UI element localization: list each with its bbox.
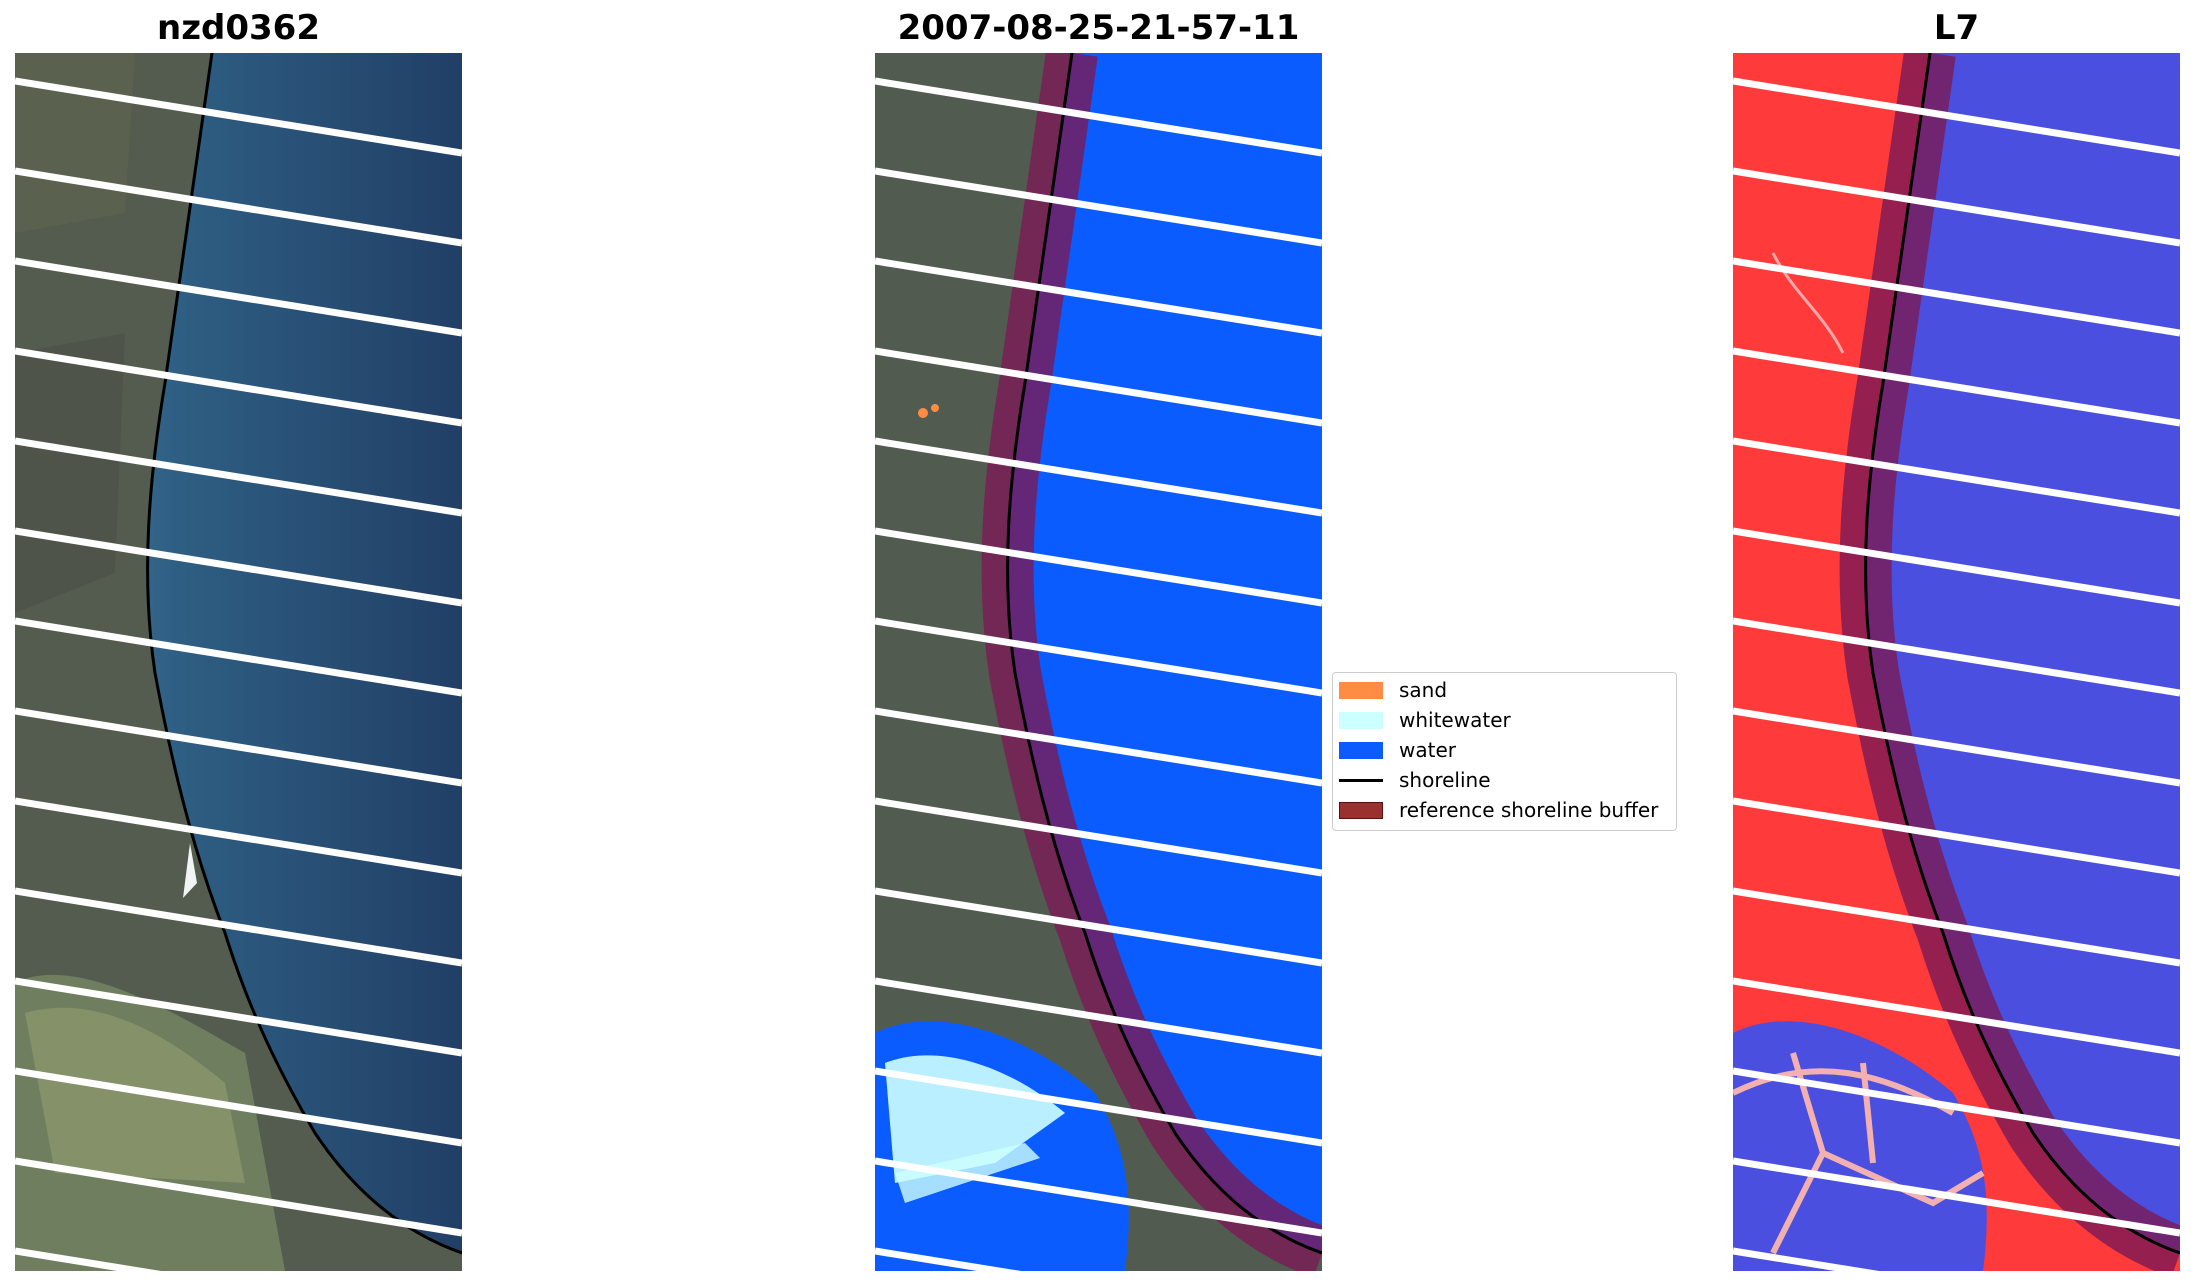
legend-item-buffer: reference shoreline buffer xyxy=(1339,797,1658,823)
shoreline xyxy=(1006,53,1322,1255)
classified-image xyxy=(875,53,1322,1271)
scan-line-gaps xyxy=(15,77,462,1271)
legend-label: shoreline xyxy=(1399,768,1491,792)
shoreline-swatch xyxy=(1339,778,1383,782)
l7-index-panel xyxy=(1733,53,2180,1271)
water-swatch xyxy=(1339,741,1383,759)
legend-item-water: water xyxy=(1339,737,1456,763)
scan-line-gaps xyxy=(875,77,1322,1271)
legend-label: whitewater xyxy=(1399,708,1511,732)
panel-title-satellite: L7 xyxy=(1933,8,1980,48)
sand-swatch xyxy=(1339,681,1383,699)
legend-item-whitewater: whitewater xyxy=(1339,707,1511,733)
l7-index-image xyxy=(1733,53,2180,1271)
classified-image-panel xyxy=(875,53,1322,1271)
whitewater-swatch xyxy=(1339,711,1383,729)
shoreline xyxy=(146,53,462,1255)
legend: sand whitewater water shoreline referenc… xyxy=(1332,672,1677,831)
legend-item-shoreline: shoreline xyxy=(1339,767,1491,793)
legend-label: reference shoreline buffer xyxy=(1399,798,1659,822)
panel-title-date: 2007-08-25-21-57-11 xyxy=(897,8,1300,48)
buffer-swatch xyxy=(1339,801,1383,819)
rgb-image-panel xyxy=(15,53,462,1271)
legend-label: water xyxy=(1399,738,1456,762)
shoreline xyxy=(1864,53,2180,1255)
scan-line-gaps xyxy=(1733,77,2180,1271)
panel-title-image-id: nzd0362 xyxy=(157,8,320,48)
rgb-image xyxy=(15,53,462,1271)
legend-item-sand: sand xyxy=(1339,677,1447,703)
legend-label: sand xyxy=(1399,678,1448,702)
